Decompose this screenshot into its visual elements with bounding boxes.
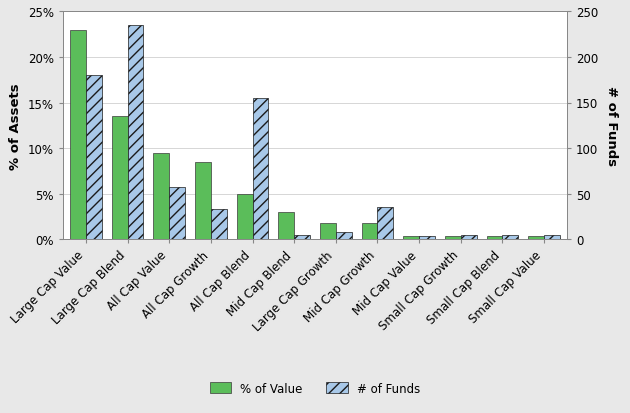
Bar: [169, 188, 185, 240]
Bar: [336, 232, 352, 240]
Bar: [195, 162, 211, 240]
Bar: [362, 223, 377, 240]
Bar: [127, 26, 144, 240]
Legend: % of Value, # of Funds: % of Value, # of Funds: [205, 377, 425, 399]
Bar: [419, 237, 435, 240]
Bar: [112, 117, 127, 240]
Bar: [461, 235, 477, 240]
Bar: [294, 235, 310, 240]
Bar: [86, 76, 101, 240]
Bar: [377, 208, 393, 240]
Bar: [445, 237, 461, 240]
Bar: [237, 194, 253, 240]
Bar: [544, 235, 560, 240]
Y-axis label: # of Funds: # of Funds: [605, 86, 618, 166]
Bar: [503, 235, 518, 240]
Bar: [278, 212, 294, 240]
Bar: [211, 209, 227, 240]
Bar: [70, 31, 86, 240]
Bar: [153, 153, 169, 240]
Bar: [403, 237, 419, 240]
Bar: [529, 237, 544, 240]
Bar: [253, 99, 268, 240]
Bar: [486, 237, 503, 240]
Bar: [320, 223, 336, 240]
Y-axis label: % of Assets: % of Assets: [9, 83, 23, 169]
